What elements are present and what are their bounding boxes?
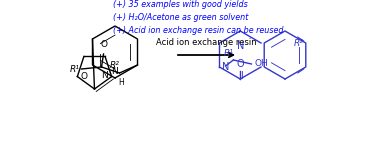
Text: R¹: R¹ <box>70 65 79 73</box>
Text: (+) H₂O/Acetone as green solvent: (+) H₂O/Acetone as green solvent <box>113 13 249 22</box>
Text: O: O <box>100 40 107 49</box>
Text: R²: R² <box>294 39 304 49</box>
Text: O: O <box>236 59 244 69</box>
Text: R¹: R¹ <box>223 49 233 58</box>
Text: N: N <box>237 41 244 51</box>
Text: H: H <box>119 78 124 87</box>
Text: (+) 35 examples with good yields: (+) 35 examples with good yields <box>113 0 248 9</box>
Text: (+) Acid ion exchange resin can be reused: (+) Acid ion exchange resin can be reuse… <box>113 26 284 35</box>
Text: N: N <box>111 68 118 76</box>
Text: R²: R² <box>110 61 120 70</box>
Text: OH: OH <box>254 59 268 69</box>
Text: N: N <box>101 71 108 80</box>
Text: N: N <box>222 62 230 72</box>
Text: Acid ion exchange resin: Acid ion exchange resin <box>156 38 257 47</box>
Text: O: O <box>81 72 87 81</box>
